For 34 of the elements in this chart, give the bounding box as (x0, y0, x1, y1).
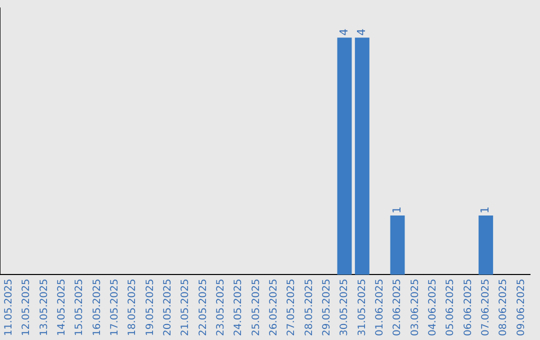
x-tick-label: 09.06.2025 (516, 278, 527, 336)
x-tick-label: 02.06.2025 (392, 278, 404, 336)
x-tick-label: 31.05.2025 (356, 278, 368, 336)
x-tick-label: 26.05.2025 (268, 278, 280, 336)
x-tick-label: 05.06.2025 (445, 278, 456, 336)
data-label: 4 (337, 28, 350, 36)
x-tick-label: 30.05.2025 (339, 278, 350, 336)
x-tick-label: 14.05.2025 (56, 278, 68, 336)
x-tick-label: 07.06.2025 (480, 278, 492, 336)
x-tick-label: 17.05.2025 (109, 278, 120, 336)
data-label: 1 (478, 206, 492, 214)
x-tick-label: 20.05.2025 (162, 278, 174, 336)
x-tick-label: 06.06.2025 (462, 278, 474, 336)
data-label: 1 (390, 206, 404, 214)
x-tick-label: 03.06.2025 (410, 278, 421, 336)
x-tick-label: 22.05.2025 (198, 278, 209, 336)
data-label: 4 (355, 28, 368, 36)
x-tick-label: 19.05.2025 (144, 278, 156, 336)
x-tick-label: 01.06.2025 (374, 278, 386, 336)
x-tick-label: 11.05.2025 (3, 278, 14, 336)
x-tick-label: 28.05.2025 (304, 278, 315, 336)
x-tick-label: 21.05.2025 (180, 278, 192, 336)
x-tick-label: 24.05.2025 (233, 278, 244, 336)
x-tick-label: 27.05.2025 (286, 278, 298, 336)
x-tick-label: 15.05.2025 (74, 278, 86, 336)
x-tick-label: 04.06.2025 (427, 278, 438, 336)
x-tick-label: 08.06.2025 (498, 278, 510, 336)
x-tick-label: 16.05.2025 (92, 278, 103, 336)
x-tick-label: 25.05.2025 (250, 278, 262, 336)
x-tick-label: 18.05.2025 (127, 278, 138, 336)
x-tick-label: 29.05.2025 (321, 278, 332, 336)
x-tick-label: 23.05.2025 (215, 278, 226, 336)
x-tick-label: 12.05.2025 (21, 278, 32, 336)
x-tick-label: 13.05.2025 (38, 278, 50, 336)
